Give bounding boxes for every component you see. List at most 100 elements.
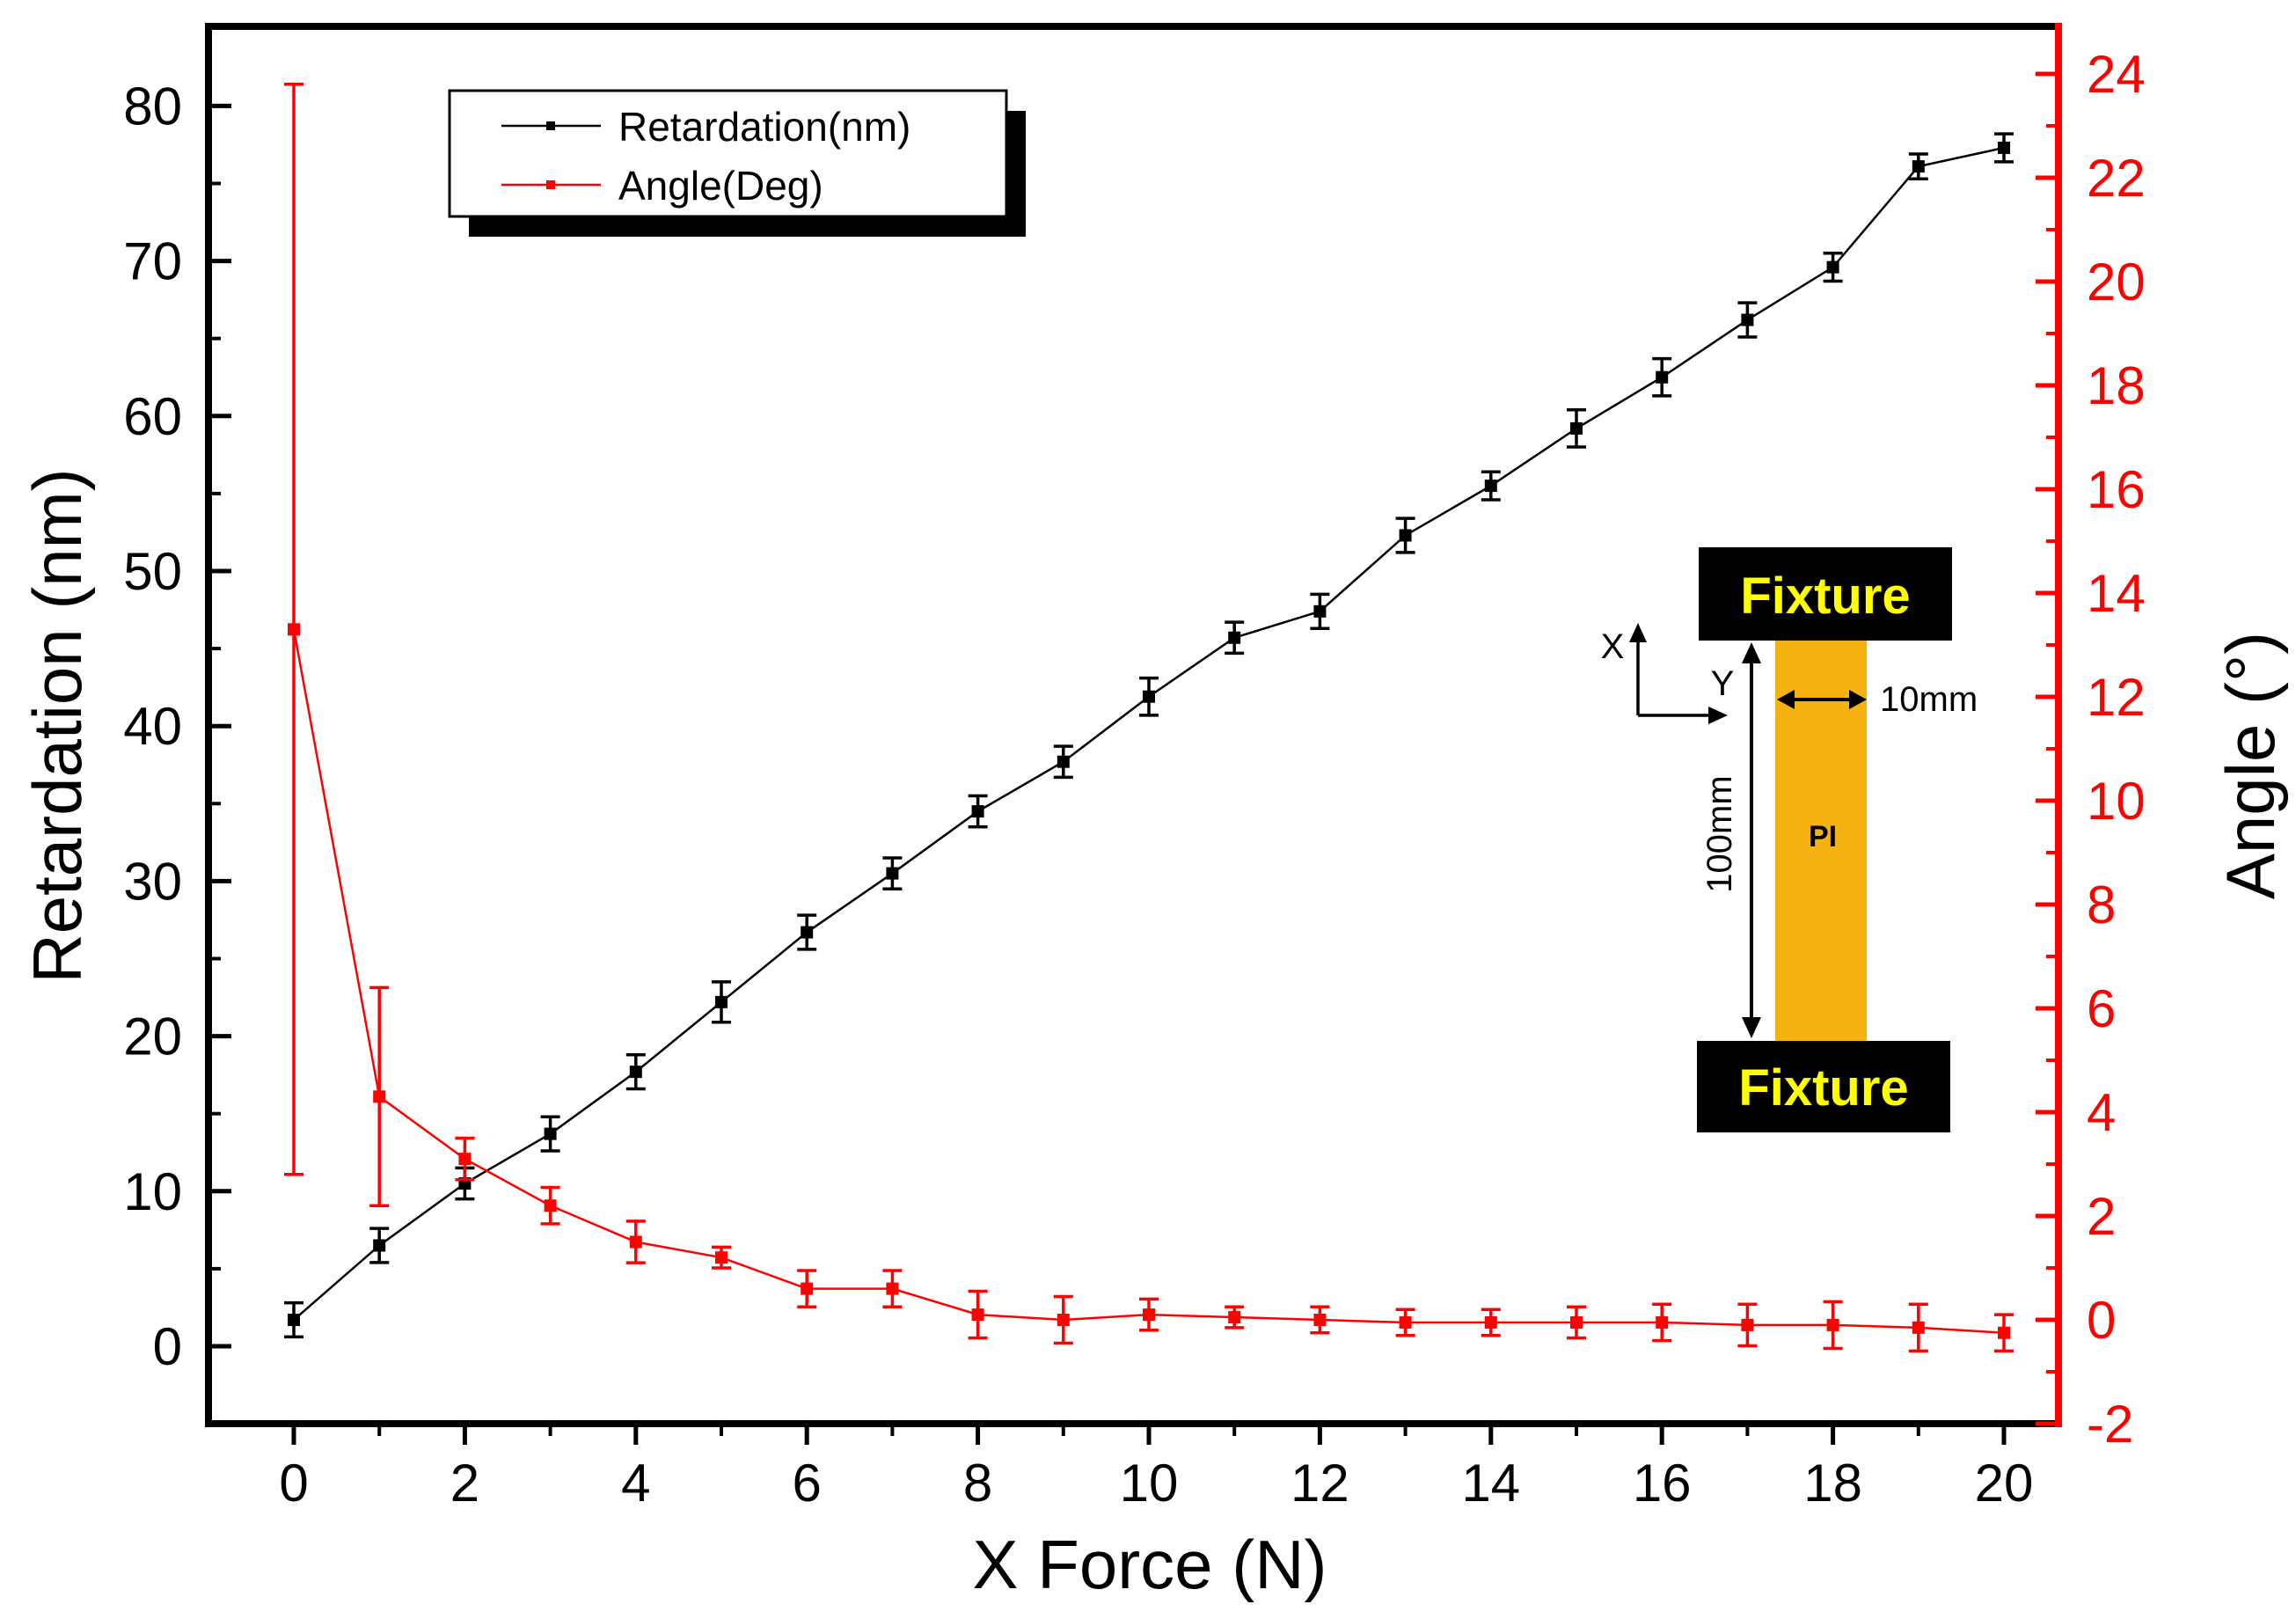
legend-label-retardation: Retardation(nm) [618, 104, 910, 150]
series-retardation [284, 132, 2014, 1339]
data-point [373, 1239, 386, 1252]
data-point [1570, 421, 1583, 435]
x-tick-label: 18 [1803, 1454, 1862, 1513]
x-tick-label: 20 [1975, 1454, 2034, 1513]
y-tick-label: 30 [123, 852, 182, 911]
data-point [715, 1251, 728, 1264]
x-tick-label: 4 [621, 1454, 650, 1513]
data-point [1484, 480, 1497, 493]
left-axis-ticks: 0 10 20 30 40 50 60 70 80 [123, 77, 231, 1426]
data-point [1228, 1311, 1241, 1324]
legend: Retardation(nm) Angle(Deg) [448, 89, 1026, 237]
y2-tick-label: 14 [2087, 564, 2146, 623]
fixture-bottom-label: Fixture [1738, 1059, 1908, 1117]
data-point [1656, 370, 1669, 384]
data-point [629, 1066, 642, 1079]
data-point [1399, 1315, 1412, 1329]
data-point [801, 926, 814, 939]
data-point [971, 805, 984, 818]
data-point [1484, 1315, 1497, 1329]
legend-entry-retardation: Retardation(nm) [501, 104, 910, 150]
data-point [1399, 529, 1412, 542]
series-layer [284, 83, 2014, 1353]
data-point [544, 1127, 557, 1140]
data-point [1313, 604, 1327, 618]
pi-label: PI [1809, 820, 1837, 853]
coord-x-arrow-icon [1629, 623, 1647, 642]
data-point [1570, 1315, 1583, 1329]
data-point [1313, 1314, 1327, 1326]
y-tick-label: 20 [123, 1007, 182, 1066]
data-point [1998, 1326, 2010, 1339]
data-point [715, 995, 728, 1008]
series-angle [284, 83, 2014, 1353]
data-point [971, 1308, 984, 1322]
x-tick-label: 14 [1461, 1454, 1520, 1513]
width-arrow-left-head [1777, 690, 1795, 709]
y-tick-label: 60 [123, 387, 182, 446]
data-point [886, 1282, 899, 1295]
y-tick-label: 40 [123, 697, 182, 756]
y2-tick-label: 4 [2087, 1083, 2116, 1142]
legend-marker-angle [546, 180, 555, 189]
data-point [544, 1199, 557, 1212]
data-point [1912, 160, 1925, 173]
y2-tick-label: 16 [2087, 460, 2146, 519]
data-point [1057, 1314, 1070, 1326]
y2-tick-label: 8 [2087, 875, 2116, 934]
data-point [1057, 755, 1070, 768]
data-point [288, 623, 300, 636]
y-tick-label: 50 [123, 542, 182, 601]
y-axis-title: Retardation (nm) [18, 468, 96, 983]
data-point [1912, 1321, 1925, 1334]
data-point [801, 1282, 814, 1295]
data-point [1741, 313, 1754, 326]
x-tick-label: 8 [963, 1454, 992, 1513]
y-tick-label: 80 [123, 77, 182, 136]
fixture-top-block [1699, 547, 1952, 641]
x-tick-label: 12 [1291, 1454, 1349, 1513]
data-point [1143, 1308, 1155, 1322]
y2-tick-label: 12 [2087, 668, 2146, 727]
data-point [1826, 260, 1839, 274]
y-tick-label: 10 [123, 1162, 182, 1221]
x-tick-label: 2 [450, 1454, 479, 1513]
data-point [1228, 631, 1241, 644]
x-axis-title: X Force (N) [972, 1526, 1327, 1603]
width-label: 10mm [1880, 680, 1978, 719]
x-tick-label: 10 [1120, 1454, 1179, 1513]
legend-box [448, 89, 1008, 218]
series-line [292, 629, 2005, 1334]
legend-label-angle: Angle(Deg) [618, 163, 823, 209]
length-arrow-bottom-head [1742, 1017, 1761, 1038]
y2-tick-label: 24 [2087, 45, 2146, 104]
data-point [629, 1235, 642, 1249]
y-tick-label: 0 [153, 1317, 182, 1376]
data-point [288, 1314, 300, 1327]
data-point [886, 867, 899, 880]
y2-tick-label: 18 [2087, 356, 2146, 415]
y2-tick-label: 6 [2087, 979, 2116, 1038]
x-tick-label: 6 [793, 1454, 822, 1513]
y2-axis-title: Angle (°) [2212, 632, 2289, 899]
x-tick-label: 0 [279, 1454, 308, 1513]
x-tick-label: 16 [1633, 1454, 1692, 1513]
data-point [458, 1153, 472, 1166]
y2-tick-label: 0 [2087, 1291, 2116, 1350]
data-point [1826, 1318, 1839, 1331]
fixture-top-label: Fixture [1740, 568, 1910, 625]
data-point [373, 1090, 386, 1103]
coord-x-label: X [1601, 627, 1625, 666]
y2-tick-label: -2 [2087, 1395, 2133, 1454]
data-point [1656, 1315, 1669, 1329]
y2-tick-label: 22 [2087, 149, 2146, 208]
coord-y-label: Y [1711, 664, 1735, 703]
y2-tick-label: 2 [2087, 1187, 2116, 1246]
x-axis-ticks: 0 2 4 6 8 10 12 14 16 18 20 [279, 1424, 2033, 1513]
length-arrow-top-head [1742, 642, 1761, 663]
inset-schematic: Fixture Fixture PI 10mm 100mm X Y [1601, 547, 1978, 1132]
length-label: 100mm [1700, 775, 1739, 892]
legend-marker-retardation [546, 121, 555, 130]
